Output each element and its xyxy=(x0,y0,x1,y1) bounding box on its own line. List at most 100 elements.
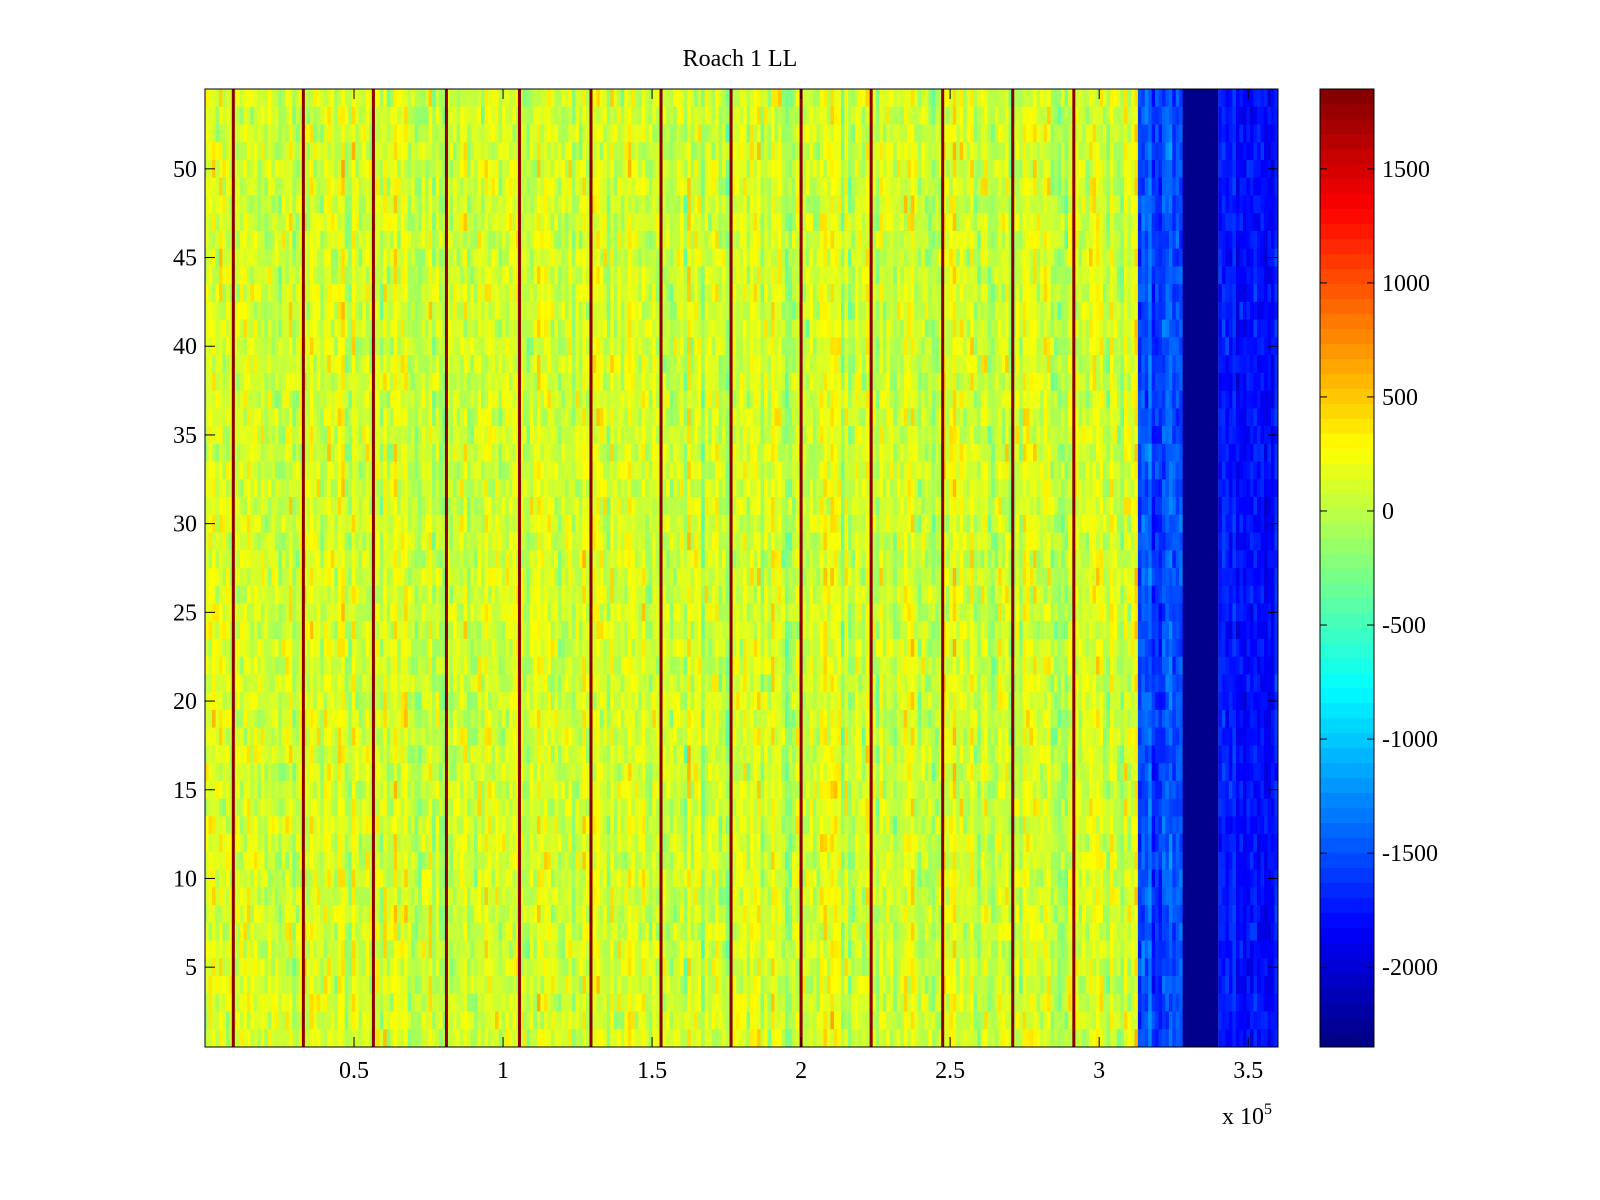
heatmap-cell xyxy=(260,514,265,533)
heatmap-cell xyxy=(519,497,524,516)
heatmap-cell xyxy=(386,159,391,179)
heatmap-cell xyxy=(267,568,272,587)
heatmap-cell xyxy=(225,532,230,551)
heatmap-cell xyxy=(491,177,496,196)
heatmap-cell xyxy=(463,1011,468,1030)
heatmap-cell xyxy=(358,1029,363,1048)
heatmap-cell xyxy=(236,301,241,321)
heatmap-cell xyxy=(397,922,402,941)
heatmap-cell xyxy=(362,585,367,604)
heatmap-cell xyxy=(257,603,262,622)
heatmap-cell xyxy=(236,798,241,817)
heatmap-cell xyxy=(508,798,513,817)
heatmap-cell xyxy=(428,177,433,196)
heatmap-cell xyxy=(442,514,447,533)
heatmap-cell xyxy=(218,674,223,693)
heatmap-cell xyxy=(243,834,248,853)
heatmap-cell xyxy=(495,266,499,285)
heatmap-cell xyxy=(362,940,367,959)
heatmap-cell xyxy=(435,816,440,835)
heatmap-cell xyxy=(376,922,381,941)
heatmap-cell xyxy=(467,976,471,995)
heatmap-cell xyxy=(292,816,297,835)
heatmap-cell xyxy=(316,106,321,125)
heatmap-cell xyxy=(348,213,353,232)
heatmap-cell xyxy=(481,745,485,764)
heatmap-cell xyxy=(495,337,499,356)
heatmap-cell xyxy=(474,638,478,658)
heatmap-cell xyxy=(404,106,409,125)
heatmap-cell xyxy=(439,745,443,764)
heatmap-cell xyxy=(411,692,416,711)
heatmap-cell xyxy=(320,958,325,977)
heatmap-cell xyxy=(404,408,409,427)
heatmap-cell xyxy=(323,390,328,409)
heatmap-cell xyxy=(323,337,328,356)
heatmap-cell xyxy=(508,958,513,977)
heatmap-cell xyxy=(442,922,447,941)
heatmap-cell xyxy=(502,124,506,143)
heatmap-cell xyxy=(316,851,321,870)
heatmap-cell xyxy=(225,213,230,232)
heatmap-cell xyxy=(222,426,227,445)
heatmap-cell xyxy=(225,851,230,870)
heatmap-cell xyxy=(309,266,314,285)
heatmap-cell xyxy=(271,159,276,179)
heatmap-cell xyxy=(491,603,496,622)
heatmap-cell xyxy=(390,372,395,391)
heatmap-cell xyxy=(264,230,269,250)
heatmap-cell xyxy=(460,905,464,924)
heatmap-cell xyxy=(309,230,314,250)
heatmap-cell xyxy=(362,727,367,746)
heatmap-cell xyxy=(274,550,279,569)
heatmap-cell xyxy=(428,745,433,764)
heatmap-cell xyxy=(313,301,318,321)
heatmap-cell xyxy=(383,568,388,587)
heatmap-cell xyxy=(512,709,517,729)
heatmap-cell xyxy=(467,798,471,817)
heatmap-cell xyxy=(425,159,430,179)
heatmap-cell xyxy=(267,887,272,906)
heatmap-cell xyxy=(467,142,471,161)
heatmap-cell xyxy=(508,550,513,569)
heatmap-cell xyxy=(278,1011,283,1030)
heatmap-cell xyxy=(383,532,388,551)
heatmap-cell xyxy=(505,550,510,569)
heatmap-cell xyxy=(505,213,510,232)
heatmap-cell xyxy=(495,355,499,374)
heatmap-cell xyxy=(250,195,255,214)
heatmap-cell xyxy=(453,603,457,622)
heatmap-cell xyxy=(376,213,381,232)
heatmap-cell xyxy=(446,106,450,125)
heatmap-cell xyxy=(432,763,436,782)
heatmap-cell xyxy=(512,958,517,977)
heatmap-cell xyxy=(334,230,339,250)
heatmap-cell xyxy=(484,426,489,445)
heatmap-cell xyxy=(334,106,339,125)
heatmap-cell xyxy=(320,745,325,764)
heatmap-cell xyxy=(285,390,290,409)
heatmap-cell xyxy=(218,816,223,835)
heatmap-cell xyxy=(463,532,468,551)
heatmap-cell xyxy=(439,142,443,161)
heatmap-cell xyxy=(267,408,272,427)
heatmap-cell xyxy=(432,461,436,480)
heatmap-cell xyxy=(278,479,283,498)
heatmap-cell xyxy=(218,337,223,356)
heatmap-cell xyxy=(330,479,335,498)
heatmap-cell xyxy=(215,798,220,817)
heatmap-cell xyxy=(386,266,391,285)
heatmap-cell xyxy=(463,798,468,817)
heatmap-cell xyxy=(519,248,524,267)
heatmap-cell xyxy=(491,816,496,835)
heatmap-cell xyxy=(481,887,485,906)
heatmap-cell xyxy=(411,887,416,906)
heatmap-cell xyxy=(449,1011,454,1030)
heatmap-cell xyxy=(484,922,489,941)
heatmap-cell xyxy=(481,372,485,391)
heatmap-cell xyxy=(365,89,370,108)
heatmap-cell xyxy=(442,301,447,321)
heatmap-cell xyxy=(386,230,391,250)
heatmap-cell xyxy=(495,550,499,569)
heatmap-cell xyxy=(386,461,391,480)
